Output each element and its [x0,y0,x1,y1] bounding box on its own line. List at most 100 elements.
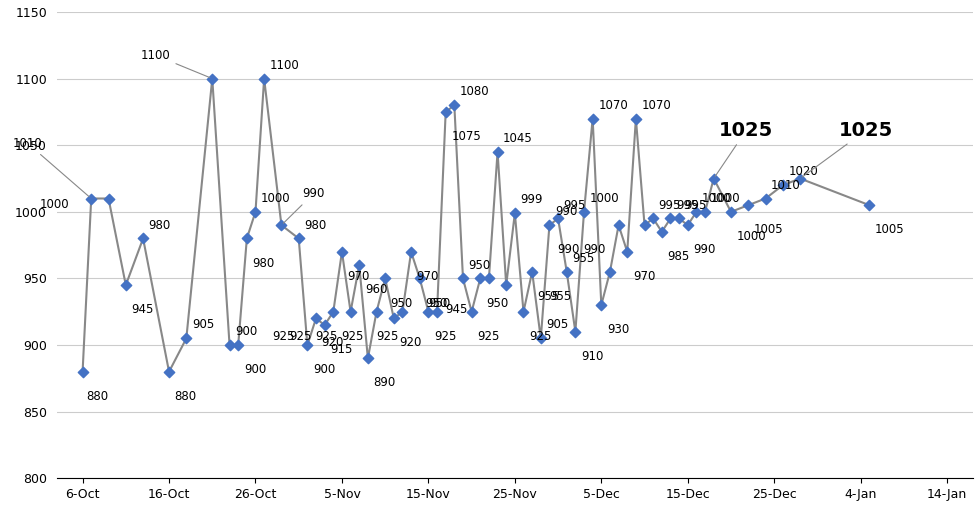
Point [135,234,151,242]
Point [654,228,669,236]
Text: 1000: 1000 [702,192,732,205]
Text: 1000: 1000 [261,192,291,205]
Point [861,201,877,209]
Text: 1000: 1000 [40,199,70,211]
Text: 950: 950 [486,297,508,309]
Text: 980: 980 [253,257,274,270]
Point [524,268,540,276]
Point [386,314,402,323]
Text: 905: 905 [192,319,215,332]
Text: 990: 990 [283,187,324,223]
Point [662,214,678,223]
Point [490,148,506,156]
Point [429,308,445,316]
Point [499,281,514,289]
Point [602,268,617,276]
Text: 925: 925 [316,330,338,343]
Text: 925: 925 [529,330,552,343]
Text: 1010: 1010 [13,137,89,197]
Point [178,334,194,342]
Point [576,208,592,216]
Point [723,208,739,216]
Point [671,214,687,223]
Point [680,221,696,229]
Point [273,221,289,229]
Point [542,221,558,229]
Point [368,308,384,316]
Point [611,221,626,229]
Text: 925: 925 [375,330,398,343]
Point [758,195,773,203]
Text: 995: 995 [676,199,699,211]
Text: 1100: 1100 [141,49,210,78]
Text: 925: 925 [272,330,294,343]
Text: 1080: 1080 [460,85,490,98]
Text: 945: 945 [131,303,154,316]
Point [533,334,549,342]
Text: 905: 905 [546,319,568,332]
Text: 995: 995 [659,199,681,211]
Point [689,208,705,216]
Point [481,274,497,282]
Text: 1025: 1025 [803,120,894,177]
Point [594,301,610,309]
Text: 925: 925 [341,330,364,343]
Text: 1100: 1100 [270,58,300,72]
Text: 970: 970 [416,270,439,283]
Text: 1010: 1010 [771,178,801,192]
Point [325,308,341,316]
Point [343,308,359,316]
Text: 950: 950 [425,297,448,309]
Point [205,75,220,83]
Text: 1070: 1070 [642,99,671,112]
Text: 995: 995 [564,199,586,211]
Point [161,368,176,376]
Point [619,248,635,256]
Text: 990: 990 [555,205,577,218]
Point [248,208,264,216]
Text: 900: 900 [244,363,266,376]
Text: 915: 915 [330,343,353,356]
Point [585,114,601,122]
Point [395,308,411,316]
Text: 1005: 1005 [754,223,783,236]
Text: 1000: 1000 [590,192,619,205]
Text: 985: 985 [667,250,690,263]
Text: 980: 980 [149,218,171,232]
Point [83,195,99,203]
Point [118,281,133,289]
Point [628,114,644,122]
Text: 1020: 1020 [789,165,818,178]
Point [455,274,470,282]
Point [308,314,323,323]
Text: 925: 925 [434,330,457,343]
Text: 1025: 1025 [715,120,773,176]
Text: 925: 925 [289,330,312,343]
Text: 880: 880 [174,390,197,403]
Text: 920: 920 [400,336,421,350]
Text: 890: 890 [373,376,396,390]
Text: 995: 995 [685,199,707,211]
Point [420,308,436,316]
Text: 900: 900 [235,325,258,338]
Point [646,214,662,223]
Text: 980: 980 [304,218,326,232]
Point [464,308,479,316]
Text: 955: 955 [549,290,571,303]
Point [257,75,272,83]
Point [507,209,522,217]
Text: 1070: 1070 [598,99,628,112]
Text: 1000: 1000 [737,230,766,243]
Text: 930: 930 [607,323,629,336]
Text: 1000: 1000 [710,192,740,205]
Point [775,181,791,189]
Point [637,221,653,229]
Point [291,234,307,242]
Text: 925: 925 [477,330,500,343]
Point [447,101,463,109]
Point [550,214,565,223]
Point [74,368,90,376]
Point [472,274,488,282]
Text: 880: 880 [87,390,109,403]
Text: 960: 960 [365,283,387,296]
